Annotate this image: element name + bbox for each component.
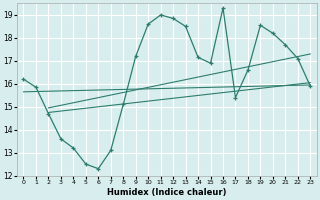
X-axis label: Humidex (Indice chaleur): Humidex (Indice chaleur) bbox=[107, 188, 227, 197]
